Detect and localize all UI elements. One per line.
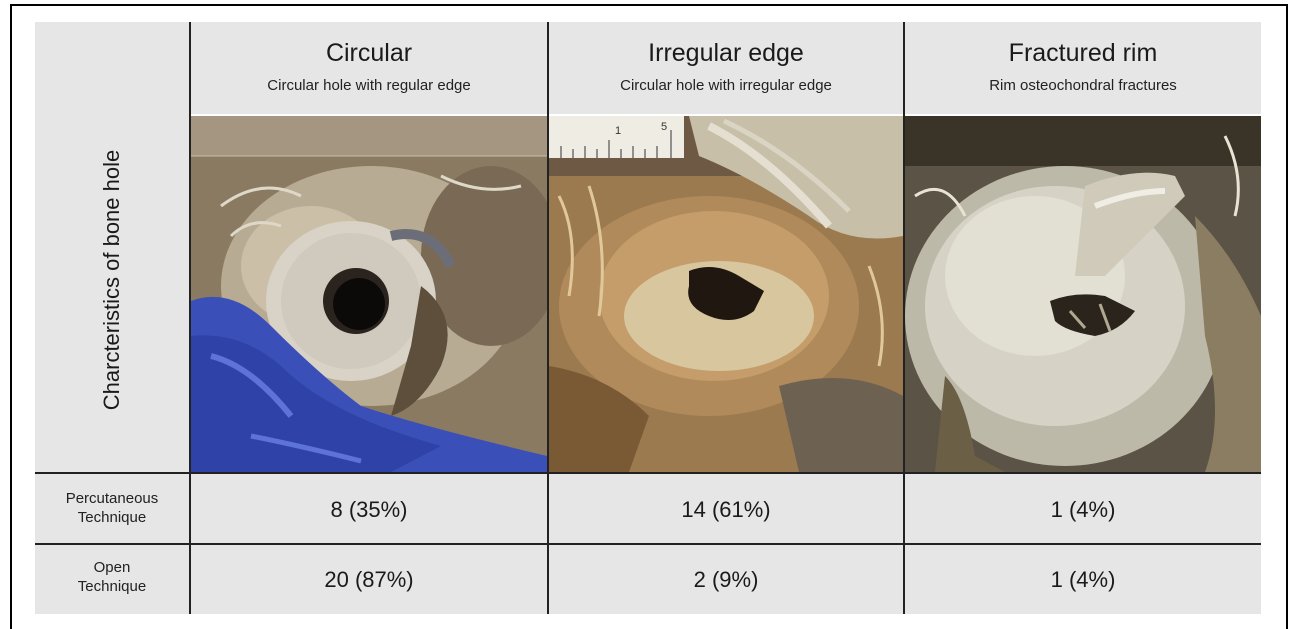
row-label-open: Open Technique xyxy=(35,545,189,614)
value-percutaneous-circular: 8 (35%) xyxy=(330,497,408,522)
grid-line xyxy=(35,472,1261,474)
value-cell: 20 (87%) xyxy=(191,545,547,614)
column-subtitle: Circular hole with regular edge xyxy=(267,77,471,94)
row-label-line2: Technique xyxy=(77,578,147,595)
figure-frame xyxy=(10,4,1288,629)
column-header-circular: Circular Circular hole with regular edge xyxy=(191,22,547,114)
row-label-line1: Open xyxy=(93,559,131,576)
column-title: Circular xyxy=(325,39,413,67)
column-subtitle: Circular hole with irregular edge xyxy=(620,77,832,94)
column-title: Irregular edge xyxy=(648,39,804,67)
value-cell: 1 (4%) xyxy=(905,545,1261,614)
row-header-cell: Charcteristics of bone hole xyxy=(35,22,189,472)
row-label-line1: Percutaneous xyxy=(65,490,159,507)
results-table: Charcteristics of bone hole Circular Cir… xyxy=(35,22,1261,614)
value-cell: 14 (61%) xyxy=(549,474,903,543)
ruler-mark-5: 5 xyxy=(661,121,667,133)
grid-line xyxy=(189,22,191,614)
photo-irregular-hole: 1 5 xyxy=(549,116,903,472)
column-header-irregular-edge: Irregular edge Circular hole with irregu… xyxy=(549,22,903,114)
value-percutaneous-irregular: 14 (61%) xyxy=(681,497,771,522)
ruler-icon xyxy=(549,116,684,158)
value-cell: 8 (35%) xyxy=(191,474,547,543)
value-open-irregular: 2 (9%) xyxy=(693,567,759,592)
value-cell: 1 (4%) xyxy=(905,474,1261,543)
value-percutaneous-fractured: 1 (4%) xyxy=(1050,497,1116,522)
row-label-percutaneous: Percutaneous Technique xyxy=(35,474,189,543)
photo-circular-hole xyxy=(191,116,547,472)
grid-line xyxy=(547,22,549,614)
column-header-fractured-rim: Fractured rim Rim osteochondral fracture… xyxy=(905,22,1261,114)
grid-line xyxy=(903,22,905,614)
column-subtitle: Rim osteochondral fractures xyxy=(989,77,1177,94)
value-open-circular: 20 (87%) xyxy=(324,567,414,592)
column-title: Fractured rim xyxy=(1008,39,1158,67)
ruler-mark-1: 1 xyxy=(615,125,621,137)
photo-fractured-rim xyxy=(905,116,1261,472)
row-header: Charcteristics of bone hole xyxy=(35,22,189,472)
grid-line xyxy=(35,543,1261,545)
row-label-line2: Technique xyxy=(77,509,147,526)
row-header-text: Charcteristics of bone hole xyxy=(99,149,124,411)
value-open-fractured: 1 (4%) xyxy=(1050,567,1116,592)
value-cell: 2 (9%) xyxy=(549,545,903,614)
